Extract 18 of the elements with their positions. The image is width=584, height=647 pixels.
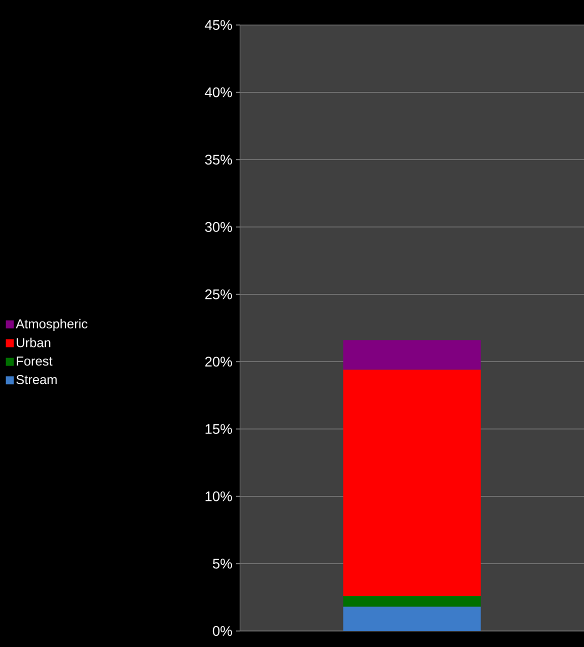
- legend-label: Forest: [16, 356, 52, 366]
- y-tick-label: 20%: [205, 356, 232, 367]
- y-tick-label: 45%: [204, 20, 232, 30]
- y-tick-label: 15%: [206, 424, 232, 434]
- bar: [343, 370, 481, 596]
- bar: [343, 606, 481, 631]
- bar: [343, 340, 481, 370]
- y-tick-label: 30%: [204, 222, 232, 232]
- legend-label: Urban: [16, 338, 50, 348]
- y-tick-label: 10%: [206, 491, 232, 502]
- bar: [343, 596, 481, 607]
- y-tick-label: 35%: [204, 154, 232, 165]
- y-tick-label: 40%: [204, 87, 232, 98]
- y-tick-label: 5%: [212, 558, 232, 569]
- legend-label: Atmospheric: [16, 318, 88, 331]
- y-tick-label: 25%: [205, 289, 232, 300]
- y-tick-label: 0%: [212, 626, 232, 636]
- legend-label: Stream: [16, 374, 57, 384]
